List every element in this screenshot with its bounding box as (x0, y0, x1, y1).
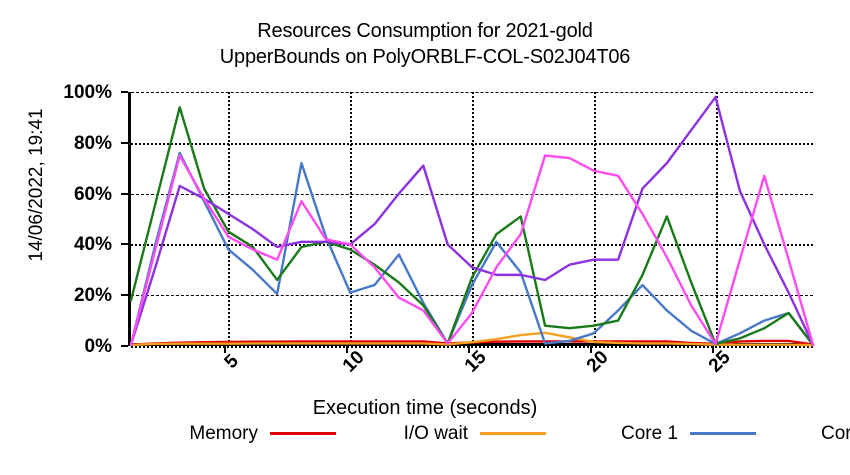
plot-area (128, 92, 815, 348)
series-layer (129, 95, 815, 347)
gridline-vertical (715, 92, 718, 346)
gridline-horizontal (131, 193, 813, 195)
gridline-vertical (472, 92, 474, 346)
series-line-core-2 (129, 95, 815, 346)
x-axis-tick-mark (711, 346, 714, 353)
y-axis-tick-label: 60% (73, 183, 112, 205)
gridline-horizontal (131, 244, 813, 247)
y-axis-tick-mark (121, 345, 128, 347)
legend-label: Core 2 (820, 422, 850, 444)
y-axis-tick-mark (121, 294, 128, 297)
gridline-horizontal (131, 295, 813, 297)
legend-label: Memory (189, 422, 258, 444)
chart-title-line1: Resources Consumption for 2021-gold (257, 20, 593, 42)
legend-label: I/O wait (403, 422, 468, 444)
y-axis-tick-label: 40% (73, 234, 112, 256)
legend-color-swatch (270, 431, 336, 435)
legend-color-swatch (690, 431, 756, 435)
x-axis-tick-mark (589, 346, 592, 353)
legend-item-i-o-wait[interactable]: I/O wait (360, 424, 570, 443)
series-line-core-1 (129, 151, 815, 346)
plot-inner (129, 92, 815, 348)
y-axis-tick-mark (121, 141, 128, 144)
series-line-i-o-wait (129, 331, 815, 347)
gridline-vertical (228, 92, 231, 346)
y-axis-tick-mark (121, 243, 128, 246)
gridline-horizontal (131, 92, 813, 93)
y-axis-tick-mark (121, 192, 128, 195)
y-axis-tick-label: 20% (73, 285, 112, 307)
y-axis-tick-label: 100% (63, 82, 112, 103)
x-axis-tick-mark (224, 346, 227, 353)
x-axis-title: Execution time (seconds) (312, 397, 538, 419)
legend-item-core-1[interactable]: Core 1 (570, 424, 770, 443)
series-line-core-4 (129, 106, 815, 346)
chart-title-line2: UpperBounds on PolyORBLF-COL-S02J04T06 (219, 46, 631, 68)
legend-item-core-2[interactable]: Core 2 (770, 424, 850, 443)
gridline-horizontal (131, 346, 813, 348)
page-title: Resources Consumption for 2021-gold Uppe… (0, 18, 850, 70)
y-axis-tick-label: 80% (73, 132, 112, 154)
legend-item-memory[interactable]: Memory (150, 424, 360, 443)
legend-color-swatch (480, 431, 546, 435)
series-line-core-3 (129, 154, 815, 346)
gridline-vertical (350, 92, 353, 346)
y-axis-tick-mark (121, 91, 128, 93)
gridline-horizontal (131, 142, 813, 145)
x-axis-tick-mark (346, 346, 349, 353)
y-axis-tick-label: 0% (84, 336, 112, 357)
gridline-vertical (593, 92, 596, 346)
x-axis-tick-mark (468, 346, 470, 353)
legend-label: Core 1 (620, 422, 678, 444)
